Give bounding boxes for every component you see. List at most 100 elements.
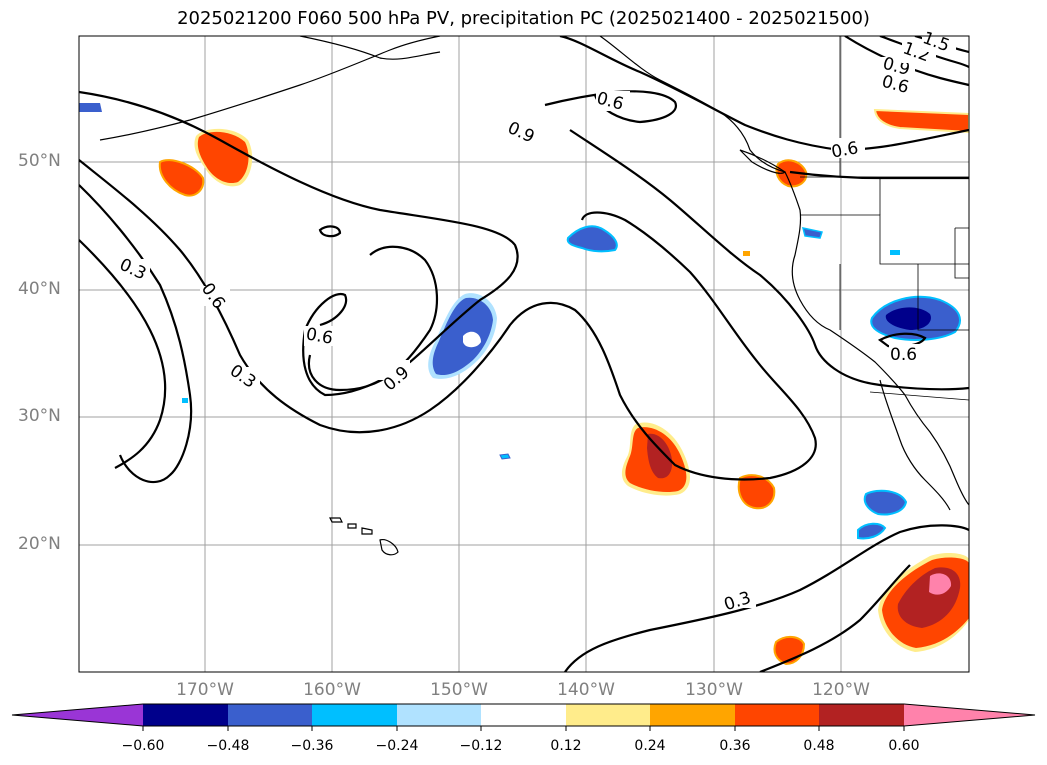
border-line [800, 214, 969, 265]
border-line [917, 264, 969, 331]
coastline [784, 171, 969, 506]
coastline [379, 539, 399, 556]
pv-contour-line [544, 90, 678, 124]
pv-contour-line [569, 129, 969, 391]
colorbar-tick-label: −0.36 [290, 738, 334, 754]
precip-area [197, 131, 249, 184]
precip-area [743, 251, 750, 256]
colorbar-tick-label: 0.12 [550, 738, 582, 754]
precip-area [499, 453, 511, 460]
coastline [347, 523, 357, 529]
lon-label-150w: 150°W [430, 680, 488, 700]
precip-area [647, 433, 673, 479]
contour-label-8: 0.6 [830, 138, 860, 162]
precip-area [463, 331, 481, 348]
lat-label-50n: 50°N [18, 151, 61, 171]
pv-contour-line [79, 184, 193, 484]
colorbar-segment [312, 704, 397, 726]
coastline [879, 379, 951, 511]
lat-label-30n: 30°N [18, 406, 61, 426]
lon-label-140w: 140°W [557, 680, 615, 700]
precip-area [929, 573, 952, 595]
contour-label-5: 0.3 [226, 361, 260, 393]
contour-label-backdrop [922, 36, 956, 52]
colorbar-segment [566, 704, 650, 726]
contour-label-backdrop [118, 259, 150, 279]
contour-labels: 0.3 0.6 0.6 0.9 0.3 0.9 0.6 0.6 0.9 0.6 … [116, 28, 956, 615]
pv-contour-line [79, 239, 167, 469]
precip-area [182, 398, 188, 403]
colorbar [11, 703, 1036, 731]
coastline [299, 36, 441, 60]
precip-area [857, 522, 887, 540]
colorbar-segment [228, 704, 312, 726]
coastlines [99, 36, 969, 556]
contour-label-2: 0.6 [197, 279, 229, 313]
pv-contour-line [318, 225, 342, 238]
precip-area [432, 297, 493, 376]
lon-label-120w: 120°W [812, 680, 870, 700]
coastline [739, 149, 787, 174]
border-line [869, 391, 969, 401]
colorbar-extend-min [12, 704, 143, 726]
colorbar-segment [481, 704, 566, 726]
colorbar-tick-label: −0.60 [121, 738, 165, 754]
pv-contour-line [79, 159, 817, 481]
contour-label-backdrop [304, 326, 338, 346]
map-frame [78, 35, 970, 673]
colorbar-ticks [142, 726, 905, 731]
contour-label-6: 0.9 [504, 118, 537, 148]
precip-area [873, 108, 969, 134]
colorbar-extend-max [904, 704, 1035, 726]
coastline [99, 36, 441, 141]
colorbar-segment [819, 704, 904, 726]
lon-label-170w: 170°W [176, 680, 234, 700]
colorbar-segment [735, 704, 819, 726]
graticule [79, 36, 969, 672]
contour-label-backdrop [831, 138, 865, 158]
border-line [954, 227, 969, 279]
coastline [361, 527, 373, 535]
colorbar-tick-label: −0.48 [206, 738, 250, 754]
colorbar-tick-label: 0.48 [803, 738, 835, 754]
pv-contour-line [564, 524, 969, 672]
pv-contour-line [879, 36, 969, 68]
contour-label-13: 0.6 [890, 345, 917, 365]
precipitation-shading [79, 103, 969, 666]
contour-label-backdrop [596, 91, 630, 111]
contour-label-3: 0.6 [304, 324, 334, 348]
pv-contour-line [789, 170, 969, 180]
contour-label-backdrop [200, 286, 230, 306]
precip-area [775, 159, 808, 188]
precip-area [79, 103, 102, 112]
contour-label-backdrop [230, 367, 260, 387]
colorbar-tick-label: 0.24 [634, 738, 666, 754]
contour-label-backdrop [722, 588, 756, 608]
lat-label-20n: 20°N [18, 534, 61, 554]
colorbar-tick-label: −0.24 [375, 738, 419, 754]
contour-label-backdrop [889, 344, 923, 364]
pv-contour-line [559, 36, 969, 152]
precip-area [158, 159, 205, 197]
contour-label-backdrop [880, 75, 914, 95]
precip-area [801, 227, 823, 239]
contour-label-backdrop [508, 123, 542, 143]
pv-contour-line [307, 245, 439, 392]
pv-contour-line [844, 36, 969, 87]
precip-area [566, 225, 618, 253]
colorbar-tick-label: 0.36 [719, 738, 751, 754]
colorbar-segment [143, 704, 228, 726]
colorbar-segment [650, 704, 735, 726]
colorbar-tick-label: 0.60 [888, 738, 920, 754]
lat-label-40n: 40°N [18, 279, 61, 299]
coastline [329, 517, 343, 523]
precip-area [890, 250, 900, 255]
contour-label-backdrop [378, 360, 410, 380]
lon-label-130w: 130°W [685, 680, 743, 700]
precip-area [737, 474, 776, 510]
colorbar-tick-label: −0.12 [459, 738, 503, 754]
precip-area [885, 307, 931, 330]
lon-label-160w: 160°W [303, 680, 361, 700]
precip-area [863, 489, 908, 516]
pv-contour-line [759, 564, 911, 672]
